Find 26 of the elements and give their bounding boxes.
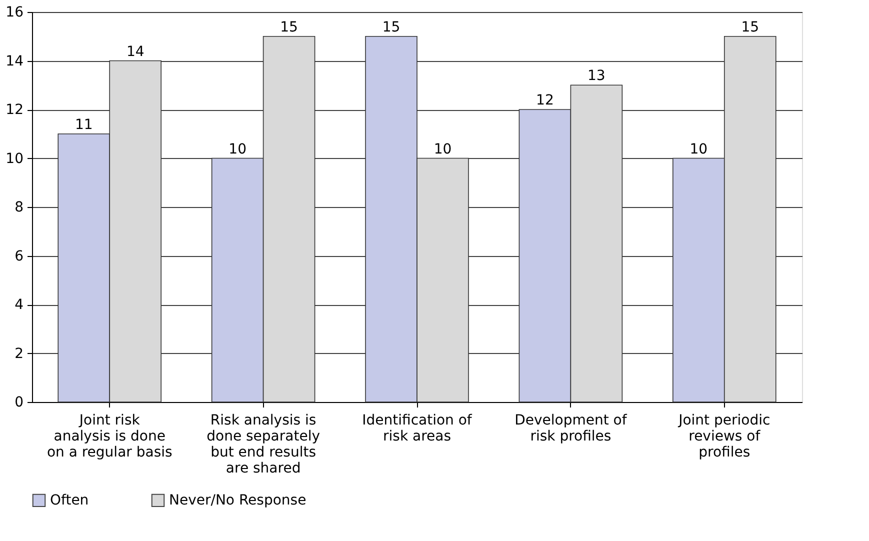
y-tick-label: 0 bbox=[14, 394, 24, 410]
data-label: 13 bbox=[588, 68, 606, 84]
y-tick-label: 10 bbox=[6, 150, 24, 167]
data-label: 12 bbox=[536, 92, 554, 108]
y-tick-label: 2 bbox=[14, 346, 24, 362]
data-label: 11 bbox=[74, 116, 93, 133]
x-tick-label: Development of risk profiles bbox=[514, 412, 628, 444]
x-tick-label: Joint periodic reviews of profiles bbox=[678, 412, 770, 460]
legend-label: Never/No Response bbox=[169, 492, 306, 508]
x-tick-label: Risk analysis is done separately but end results are shared bbox=[206, 412, 320, 476]
x-tick-label: Joint risk analysis is done on a regular basis bbox=[46, 412, 172, 460]
data-label: 10 bbox=[690, 141, 708, 158]
data-label: 15 bbox=[741, 19, 760, 36]
data-label: 10 bbox=[434, 141, 452, 158]
y-tick-label: 12 bbox=[6, 102, 24, 118]
data-label: 15 bbox=[280, 19, 298, 36]
y-tick-label: 8 bbox=[14, 200, 24, 216]
y-tick-label: 4 bbox=[14, 297, 24, 313]
y-tick-label: 16 bbox=[6, 4, 24, 20]
y-tick-label: 6 bbox=[14, 248, 24, 264]
y-tick-label: 14 bbox=[6, 53, 24, 70]
data-label: 15 bbox=[382, 19, 400, 36]
x-tick-label: Identification of risk areas bbox=[362, 412, 473, 444]
data-label: 14 bbox=[126, 44, 144, 60]
data-label: 10 bbox=[228, 141, 246, 158]
legend-label: Often bbox=[50, 492, 89, 508]
